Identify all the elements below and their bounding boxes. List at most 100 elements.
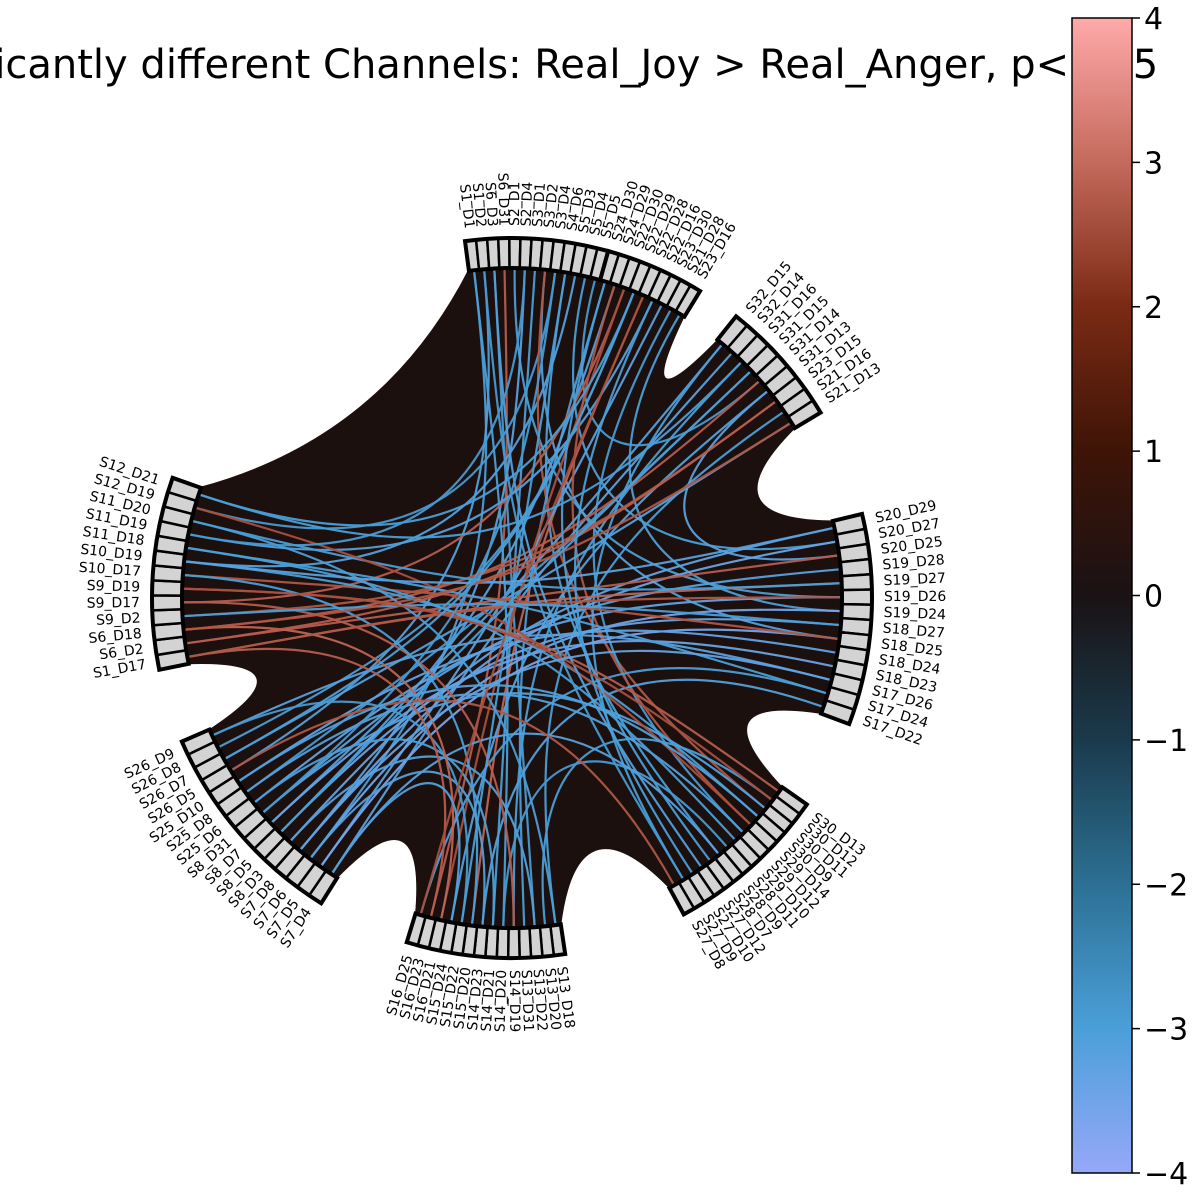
connection-link <box>185 527 833 584</box>
channel-label: S2_D4 <box>518 181 536 226</box>
channel-label: S2_D1 <box>507 181 523 226</box>
connection-link <box>280 371 751 833</box>
channel-label: S13_D31 <box>518 969 536 1032</box>
connection-link <box>238 684 758 817</box>
channel-label: S19_D24 <box>883 605 946 623</box>
channel-label: S10_D17 <box>78 560 141 580</box>
connection-link <box>231 699 675 885</box>
group-outline <box>714 313 824 431</box>
colorbar-tick-label: 4 <box>1144 2 1163 37</box>
group-outline <box>666 784 810 918</box>
connection-link <box>290 755 536 926</box>
channel-label: S14_D20 <box>492 970 510 1033</box>
channel-label: S3_D2 <box>541 183 561 229</box>
connection-link <box>213 700 469 923</box>
channel-label: S6_D2 <box>98 641 144 663</box>
connection-link <box>262 568 839 813</box>
connection-link <box>225 422 791 760</box>
connection-link <box>246 692 744 833</box>
channel-label: S3_D4 <box>553 184 575 230</box>
channel-node <box>150 608 185 627</box>
connection-link <box>231 271 490 771</box>
channel-label: S14_D23 <box>465 968 487 1031</box>
channel-label: S9_D2 <box>96 610 141 628</box>
connection-link <box>184 587 772 801</box>
connection-link <box>581 280 760 447</box>
figure-title: Significantly different Channels: Real_J… <box>0 42 1158 88</box>
connection-link <box>493 270 702 867</box>
channel-label: S13_D20 <box>541 967 563 1031</box>
colorbar-tick-label: 2 <box>1144 291 1163 326</box>
connection-link <box>262 272 557 813</box>
channel-node <box>517 926 533 960</box>
channel-node <box>840 588 874 607</box>
channel-label: S20_D25 <box>880 534 944 558</box>
channel-node <box>496 236 511 270</box>
connection-link <box>192 520 840 591</box>
colorbar-gradient <box>1071 17 1133 1174</box>
channel-label: S19_D28 <box>882 552 945 573</box>
connection-link <box>192 520 557 924</box>
channel-label: S9_D17 <box>87 595 141 612</box>
connection-link <box>573 300 693 873</box>
connection-link <box>271 640 834 823</box>
connection-link <box>196 506 751 825</box>
connection-link <box>518 283 606 926</box>
connection-link <box>185 275 577 568</box>
connection-link <box>225 292 635 760</box>
channel-node <box>150 594 184 612</box>
colorbar-tick-label: −4 <box>1144 1157 1188 1192</box>
connection-link <box>420 667 827 914</box>
connection-link <box>481 678 822 925</box>
connection-link <box>254 596 841 803</box>
connection-link <box>200 292 635 527</box>
connection-link <box>187 546 736 840</box>
chord-plot: S1_D1S1_D2S6_D3S6_D31S2_D1S2_D4S3_D1S3_D… <box>78 173 946 1033</box>
colorbar-ticks: 4 3 2 1 0 −1 −2 −3 −4 <box>1132 2 1188 1192</box>
channel-label: S14_D21 <box>479 969 499 1032</box>
colorbar: 4 3 2 1 0 −1 −2 −3 −4 <box>1071 2 1188 1192</box>
channel-label: S18_D25 <box>880 636 944 660</box>
channel-label: S9_D19 <box>87 578 141 595</box>
connection-link <box>300 649 830 850</box>
colorbar-tick-label: −1 <box>1144 724 1188 759</box>
channel-label: S19_D26 <box>884 589 946 605</box>
channel-label: S6_D18 <box>88 626 143 647</box>
channel-label: S6_D31 <box>494 173 511 227</box>
connection-link <box>189 270 526 547</box>
channel-node <box>506 926 521 960</box>
colorbar-tick-label: −2 <box>1144 868 1188 903</box>
connection-link <box>571 286 751 825</box>
channel-label: S13_D22 <box>530 969 550 1032</box>
colorbar-tick-label: −3 <box>1144 1013 1188 1048</box>
connection-link <box>300 540 836 850</box>
colorbar-tick-label: 1 <box>1144 435 1163 470</box>
connection-link <box>544 274 719 854</box>
group-outline <box>404 911 568 960</box>
connection-link <box>254 738 495 926</box>
connection-link <box>536 271 765 809</box>
node-ring <box>150 236 874 960</box>
group-outline <box>818 511 874 727</box>
connection-link <box>483 271 684 879</box>
connection-link <box>420 296 644 914</box>
channel-label: S10_D19 <box>80 542 144 565</box>
connection-link <box>560 283 711 861</box>
channel-label: S15_D20 <box>451 966 474 1030</box>
connection-link <box>200 362 742 539</box>
connection-link <box>187 546 827 695</box>
connection-link <box>300 270 526 850</box>
channel-label: S6_D3 <box>482 182 500 227</box>
channel-label: S18_D27 <box>882 621 945 642</box>
connection-link <box>262 692 765 813</box>
connection-link <box>185 422 791 631</box>
connection-link <box>196 272 557 530</box>
colorbar-tick-label: 0 <box>1144 580 1163 615</box>
connection-link <box>331 782 461 921</box>
channel-label: S3_D1 <box>530 182 549 227</box>
connection-link <box>683 390 838 561</box>
connection-link <box>280 286 616 833</box>
channel-label: S4_D6 <box>564 186 587 233</box>
channel-label: S1_D1 <box>456 183 477 229</box>
